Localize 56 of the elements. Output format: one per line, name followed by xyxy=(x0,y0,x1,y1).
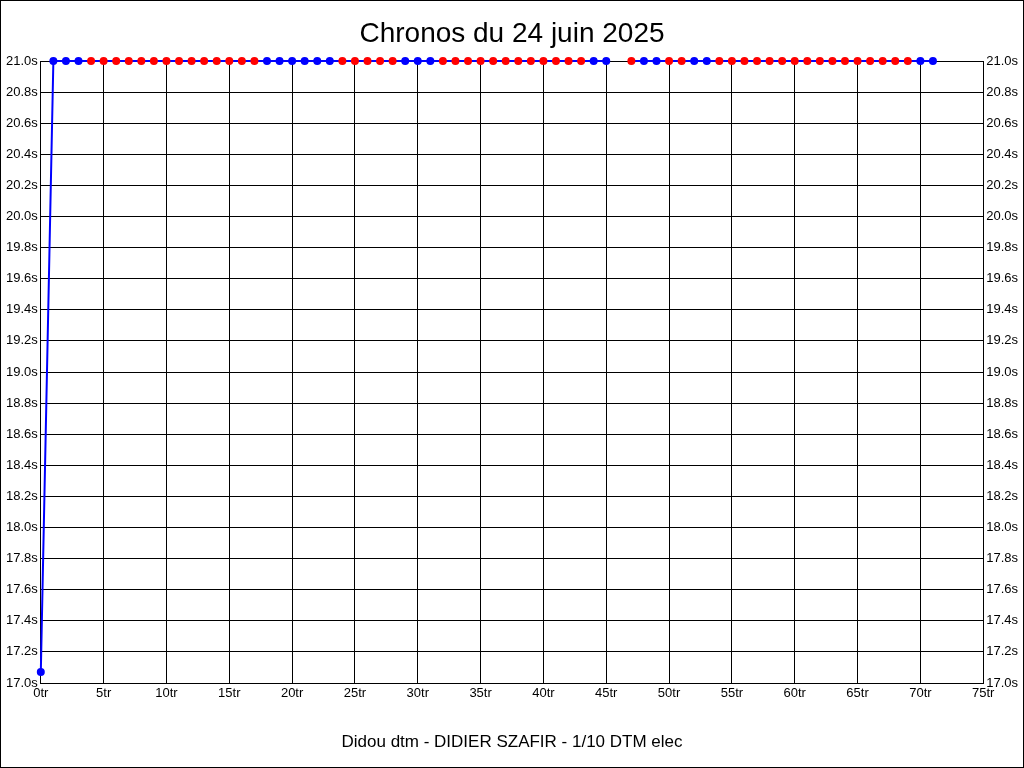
y-tick-label: 18.8s xyxy=(5,394,39,410)
y2-tick-label: 19.0s xyxy=(986,363,1019,379)
x-axis-title: Didou dtm - DIDIER SZAFIR - 1/10 DTM elec xyxy=(341,732,684,752)
y2-tick-label: 17.8s xyxy=(986,550,1019,566)
y-tick-label: 18.6s xyxy=(5,425,39,441)
y-tick-label: 17.6s xyxy=(5,581,39,597)
y-tick-label: 17.8s xyxy=(5,550,39,566)
y-tick-label: 20.0s xyxy=(5,208,39,224)
y2-tick-label: 20.6s xyxy=(986,114,1019,130)
y-tick-label: 19.8s xyxy=(5,239,39,255)
x-tick-label: 60tr xyxy=(783,685,807,701)
y-tick-label: 20.2s xyxy=(5,176,39,192)
y2-tick-label: 17.2s xyxy=(986,643,1019,659)
y2-tick-label: 17.6s xyxy=(986,581,1019,597)
x-tick-label: 40tr xyxy=(532,685,556,701)
y2-tick-label: 19.8s xyxy=(986,239,1019,255)
x-tick-label: 65tr xyxy=(846,685,870,701)
y-tick-label: 17.4s xyxy=(5,612,39,628)
y-tick-label: 20.4s xyxy=(5,145,39,161)
x-tick-label: 50tr xyxy=(657,685,681,701)
x-tick-label: 70tr xyxy=(909,685,933,701)
y-tick-label: 18.2s xyxy=(5,487,39,503)
x-tick-label: 30tr xyxy=(406,685,430,701)
y-tick-label: 20.8s xyxy=(5,83,39,99)
x-tick-label: 45tr xyxy=(595,685,619,701)
y2-tick-label: 19.2s xyxy=(986,332,1019,348)
y2-tick-label: 18.2s xyxy=(986,487,1019,503)
y-tick-label: 20.6s xyxy=(5,114,39,130)
y2-tick-label: 20.2s xyxy=(986,176,1019,192)
y2-tick-label: 17.4s xyxy=(986,612,1019,628)
x-tick-label: 15tr xyxy=(218,685,242,701)
y2-tick-label: 18.4s xyxy=(986,456,1019,472)
y-tick-label: 19.2s xyxy=(5,332,39,348)
x-tick-label: 5tr xyxy=(96,685,112,701)
y-tick-label: 19.6s xyxy=(5,270,39,286)
x-tick-label: 25tr xyxy=(343,685,367,701)
y-tick-label: 19.4s xyxy=(5,301,39,317)
y2-tick-label: 20.8s xyxy=(986,83,1019,99)
y2-tick-label: 18.8s xyxy=(986,394,1019,410)
chart-title: Chronos du 24 juin 2025 xyxy=(358,17,666,49)
y2-tick-label: 20.4s xyxy=(986,145,1019,161)
y-tick-label: 21.0s xyxy=(5,52,39,68)
y2-tick-label: 21.0s xyxy=(986,52,1019,68)
y-tick-label: 18.0s xyxy=(5,519,39,535)
x-tick-label: 20tr xyxy=(280,685,304,701)
y2-tick-label: 18.6s xyxy=(986,425,1019,441)
y2-tick-label: 19.4s xyxy=(986,301,1019,317)
y2-tick-label: 19.6s xyxy=(986,270,1019,286)
x-tick-label: 10tr xyxy=(155,685,179,701)
y2-tick-label: 18.0s xyxy=(986,519,1019,535)
x-tick-label: 55tr xyxy=(720,685,744,701)
x-tick-label: 35tr xyxy=(469,685,493,701)
y2-tick-label: 20.0s xyxy=(986,208,1019,224)
y-tick-label: 18.4s xyxy=(5,456,39,472)
y-tick-label: 17.2s xyxy=(5,643,39,659)
y-tick-label: 19.0s xyxy=(5,363,39,379)
